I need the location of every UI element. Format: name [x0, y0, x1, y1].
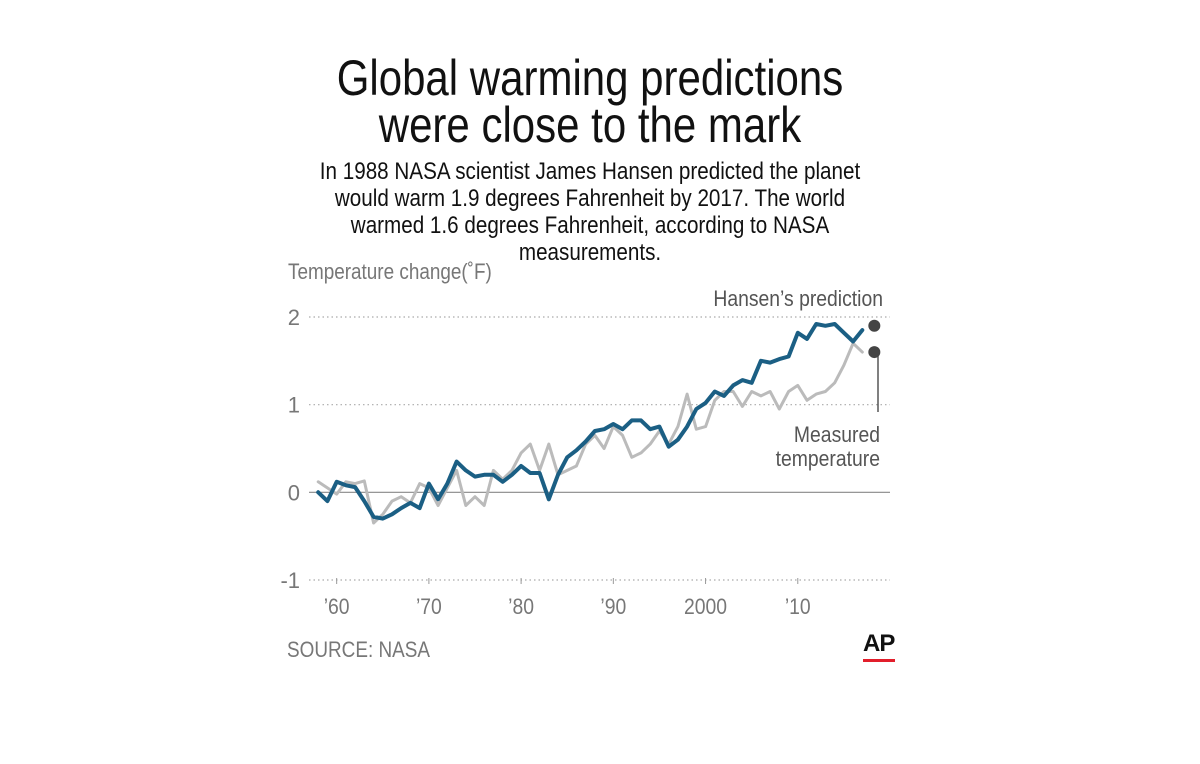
end-point-0 [868, 319, 881, 332]
source-note: SOURCE: NASA [287, 637, 430, 662]
x-tick-label: ’10 [785, 595, 811, 619]
chart-subtitle: In 1988 NASA scientist James Hansen pred… [319, 158, 861, 266]
end-point-1 [868, 346, 881, 359]
ap-logo: AP [863, 632, 897, 662]
x-tick-label: ’80 [508, 595, 534, 619]
y-tick-label: 0 [288, 480, 300, 505]
series-line-1 [316, 322, 865, 521]
ap-logo-underline [863, 659, 895, 662]
ap-logo-text: AP [863, 630, 895, 657]
y-axis-label: Temperature change(˚F) [288, 260, 492, 285]
series-lines [316, 322, 865, 525]
end-points [868, 319, 881, 359]
x-tick-label: 2000 [684, 595, 727, 619]
x-tick-label: ’90 [600, 595, 626, 619]
x-tick-label: ’70 [416, 595, 442, 619]
y-tick-label: 1 [288, 393, 300, 418]
x-tick-labels: ’60 ’70 ’80 ’90 2000 ’10 [324, 595, 811, 619]
y-tick-label: 2 [288, 305, 300, 330]
annotations: Hansen’s prediction Measured temperature [713, 287, 883, 471]
measured-annotation-line1: Measured [794, 423, 880, 447]
y-tick-label: -1 [280, 568, 300, 593]
x-tick-label: ’60 [324, 595, 350, 619]
series-line-0 [316, 341, 864, 525]
gridlines [309, 316, 890, 584]
prediction-annotation: Hansen’s prediction [713, 287, 883, 311]
measured-annotation-line2: temperature [776, 447, 880, 471]
chart-title: Global warming predictions were close to… [336, 50, 844, 153]
y-tick-labels: 2 1 0 -1 [280, 305, 300, 593]
